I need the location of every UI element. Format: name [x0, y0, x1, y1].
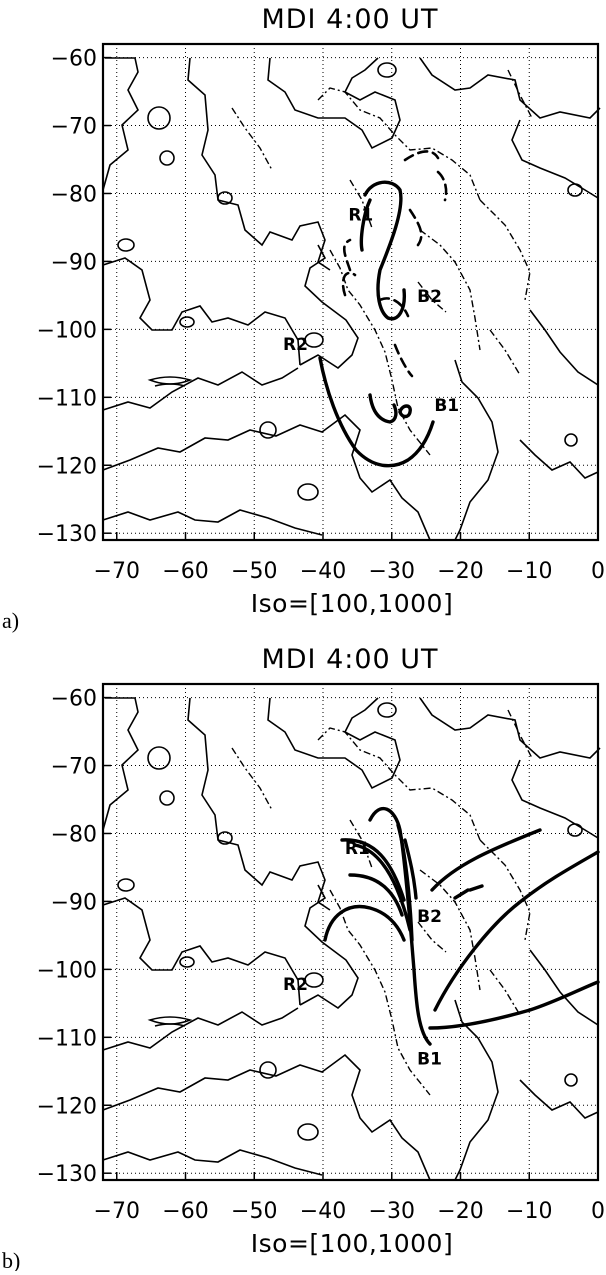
region-labels: R1 B2 R2 B1 [283, 839, 442, 1070]
chart-title: MDI 4:00 UT [261, 644, 438, 675]
x-tick-label: −20 [437, 559, 483, 584]
y-tick-label: −100 [37, 318, 97, 343]
x-tick-label: −40 [300, 559, 346, 584]
x-tick-label: 0 [591, 1199, 605, 1224]
region-label-r1: R1 [348, 206, 373, 226]
x-tick-label: −60 [162, 559, 208, 584]
y-tick-label: −130 [37, 1162, 97, 1187]
contours-solid [102, 697, 601, 1181]
x-tick-label: −30 [369, 1199, 415, 1224]
y-tick-labels: −60 −70 −80 −90 −100 −110 −120 −130 [37, 47, 97, 548]
y-tick-label: −70 [51, 115, 97, 140]
region-label-b1: B1 [434, 396, 459, 416]
y-tick-label: −90 [51, 890, 97, 915]
region-label-r2: R2 [283, 335, 308, 355]
x-tick-labels: −70 −60 −50 −40 −30 −20 −10 0 [94, 1199, 605, 1224]
region-label-r1: R1 [345, 839, 370, 859]
plot-frame [101, 682, 600, 1182]
x-tick-label: −10 [506, 559, 552, 584]
panel-label-a: a) [2, 608, 19, 633]
x-tick-label: −40 [300, 1199, 346, 1224]
x-axis-label: Iso=[100,1000] [251, 589, 453, 618]
chart-title: MDI 4:00 UT [261, 4, 438, 35]
field-lines [318, 150, 448, 468]
y-tick-label: −110 [37, 386, 97, 411]
region-label-b2: B2 [417, 287, 442, 307]
y-tick-label: −80 [51, 182, 97, 207]
region-label-b1: B1 [417, 1049, 442, 1069]
y-tick-label: −120 [37, 1094, 97, 1119]
grid [103, 44, 599, 540]
grid [103, 684, 599, 1180]
region-label-r2: R2 [283, 975, 308, 995]
x-tick-label: −70 [94, 1199, 140, 1224]
y-tick-label: −90 [51, 250, 97, 275]
x-tick-label: −50 [231, 1199, 277, 1224]
plot-frame [101, 42, 600, 542]
x-tick-label: −20 [437, 1199, 483, 1224]
y-tick-label: −70 [51, 755, 97, 780]
contours-solid [102, 57, 601, 541]
y-tick-label: −130 [37, 522, 97, 547]
panel-label-b: b) [2, 1248, 20, 1271]
y-tick-label: −120 [37, 454, 97, 479]
panel-b: MDI 4:00 UT [2, 644, 605, 1273]
x-axis-label: Iso=[100,1000] [251, 1229, 453, 1258]
field-lines [323, 806, 600, 1046]
y-tick-label: −100 [37, 958, 97, 983]
x-tick-label: −70 [94, 559, 140, 584]
x-tick-label: −50 [231, 559, 277, 584]
x-tick-labels: −70 −60 −50 −40 −30 −20 −10 0 [94, 559, 605, 584]
y-tick-label: −80 [51, 822, 97, 847]
x-tick-label: 0 [591, 559, 605, 584]
contours-dashed [231, 709, 533, 1096]
x-tick-label: −60 [162, 1199, 208, 1224]
y-tick-labels: −60 −70 −80 −90 −100 −110 −120 −130 [37, 687, 97, 1188]
region-labels: R1 B2 R2 B1 [283, 206, 459, 416]
y-tick-label: −60 [51, 687, 97, 712]
y-tick-label: −60 [51, 47, 97, 72]
x-tick-label: −10 [506, 1199, 552, 1224]
panel-a: MDI 4:00 UT [2, 4, 605, 633]
x-tick-label: −30 [369, 559, 415, 584]
y-tick-label: −110 [37, 1026, 97, 1051]
region-label-b2: B2 [417, 907, 442, 927]
